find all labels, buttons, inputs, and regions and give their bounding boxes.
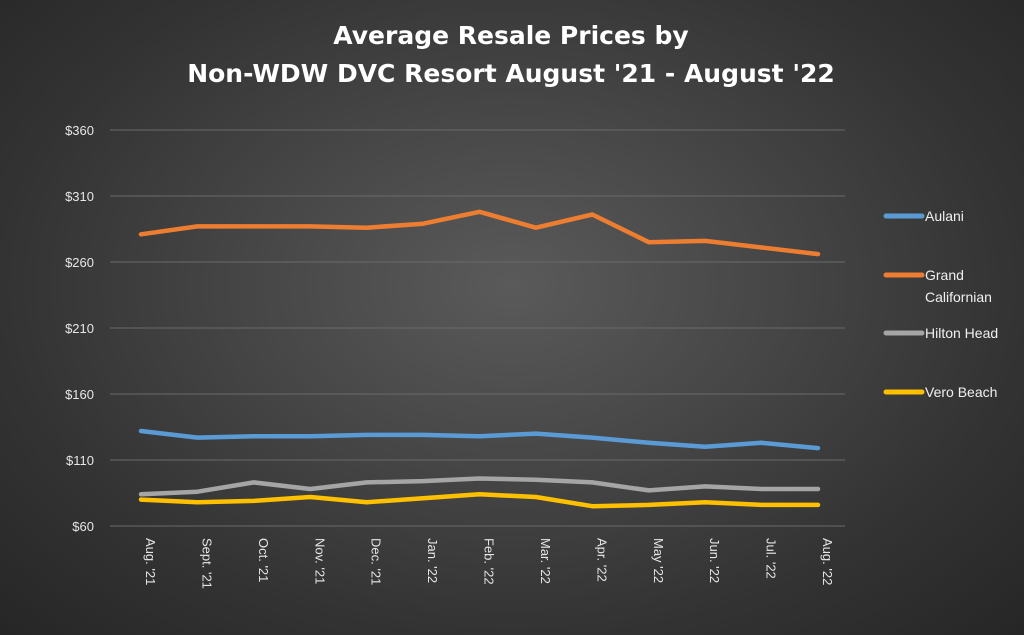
y-tick-label: $210	[65, 321, 94, 336]
series-line-grand-californian	[138, 209, 821, 257]
y-tick-label: $260	[65, 255, 94, 270]
x-tick-label: Mar. '22	[538, 538, 553, 584]
y-tick-label: $310	[65, 189, 94, 204]
legend-label-grand-californian: Grand Californian	[925, 267, 992, 305]
x-tick-label: Aug. '22	[820, 538, 835, 585]
chart-title-line-2: Non-WDW DVC Resort August '21 - August '…	[187, 59, 835, 88]
legend-label-hilton-head: Hilton Head	[925, 325, 998, 341]
x-tick-label: Dec. '21	[369, 538, 384, 585]
y-tick-label: $60	[72, 519, 94, 534]
x-tick-label: May '22	[651, 538, 666, 583]
x-tick-label: Sept. '21	[199, 538, 214, 589]
x-tick-label: Apr. '22	[594, 538, 609, 582]
gridlines	[110, 129, 845, 527]
legend-label-aulani: Aulani	[925, 208, 964, 224]
legend: Aulani Grand Californian Hilton Head Vero Be…	[883, 208, 998, 400]
x-tick-label: Aug. '21	[143, 538, 158, 585]
y-axis: $60 $110 $160 $210 $260 $310 $360	[65, 123, 94, 534]
legend-label-vero-beach: Vero Beach	[925, 384, 997, 400]
series-line-hilton-head	[138, 476, 821, 497]
series-line-aulani	[138, 428, 821, 451]
y-tick-label: $110	[66, 453, 94, 468]
x-tick-label: Jun. '22	[707, 538, 722, 583]
series-line-vero-beach	[138, 492, 821, 509]
x-tick-label: Jan. '22	[425, 538, 440, 583]
chart-title-line-1: Average Resale Prices by	[333, 21, 688, 50]
x-tick-label: Feb. '22	[482, 538, 497, 585]
x-tick-label: Oct. '21	[256, 538, 271, 582]
x-axis: Aug. '21 Sept. '21 Oct. '21 Nov. '21 Dec. '2…	[143, 538, 835, 589]
x-tick-label: Nov. '21	[312, 538, 327, 584]
series-lines	[138, 209, 821, 509]
y-tick-label: $160	[65, 387, 94, 402]
x-tick-label: Jul. '22	[764, 538, 779, 579]
y-tick-label: $360	[65, 123, 94, 138]
